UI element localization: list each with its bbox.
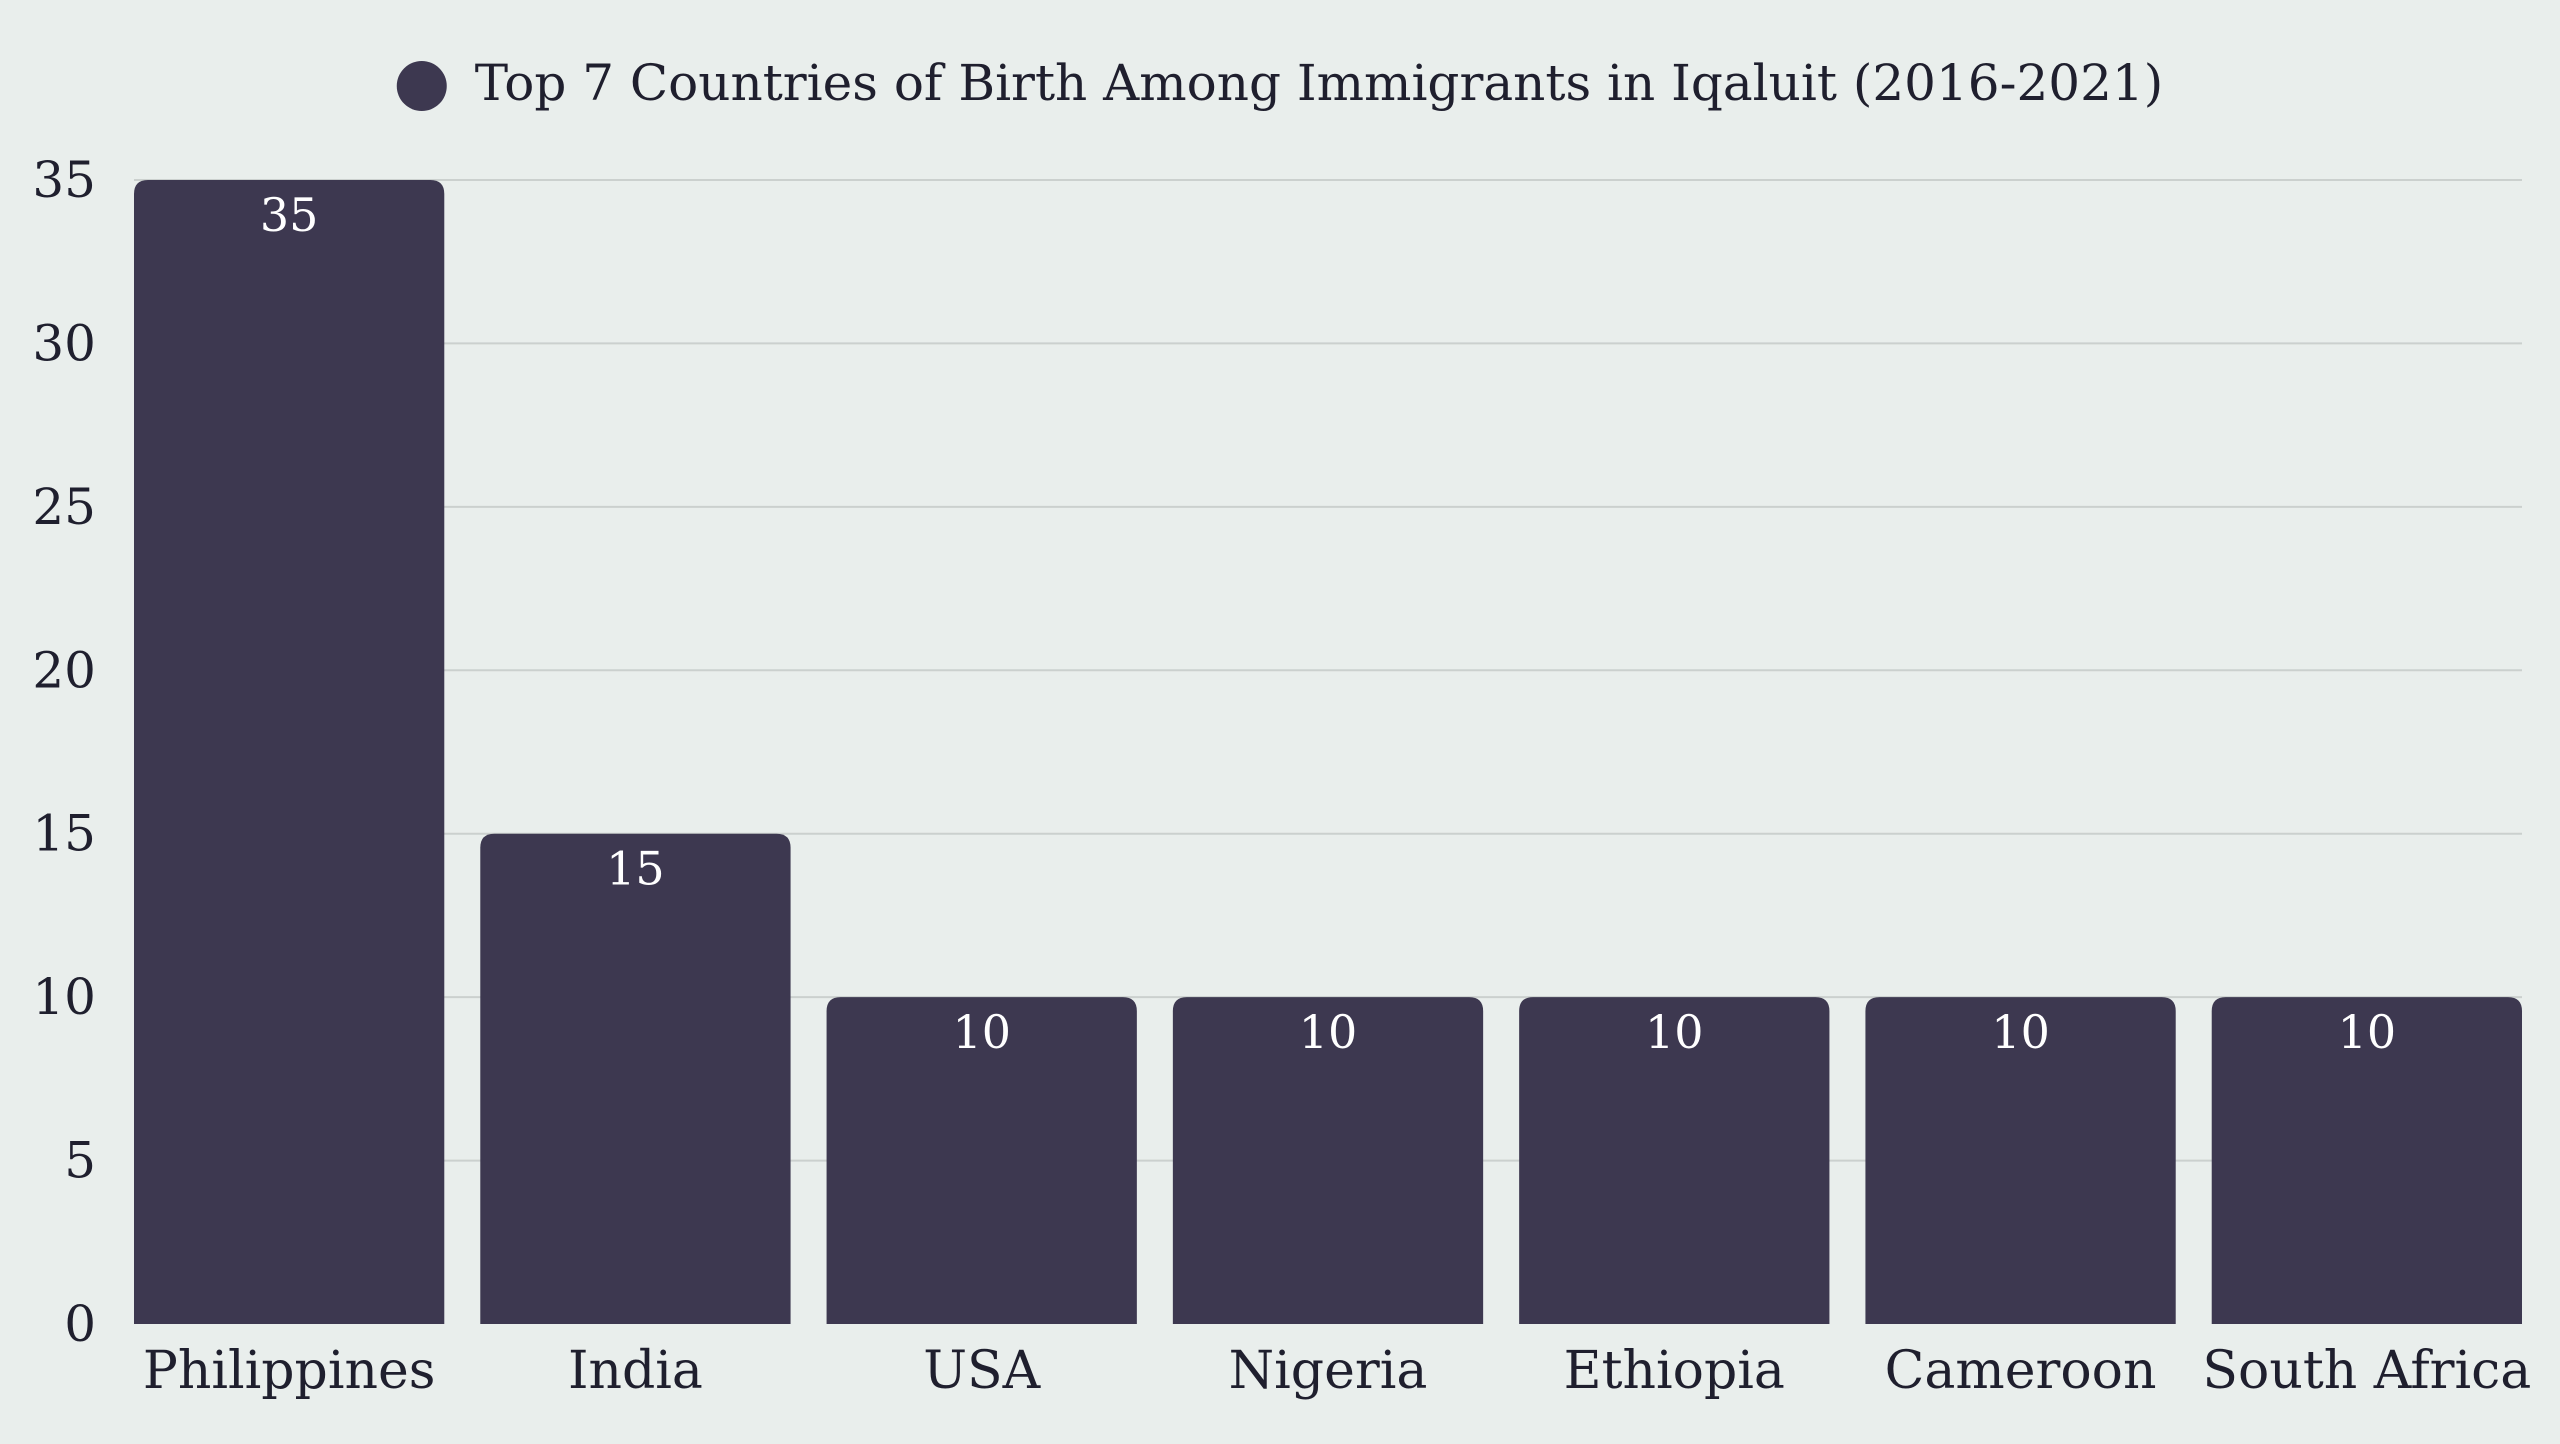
x-tick-label: Ethiopia xyxy=(1564,1341,1785,1401)
x-tick-label: India xyxy=(568,1341,703,1401)
y-tick-label: 25 xyxy=(32,478,96,536)
legend: Top 7 Countries of Birth Among Immigrant… xyxy=(396,54,2163,112)
y-tick-label: 30 xyxy=(32,314,96,372)
x-tick-label: South Africa xyxy=(2202,1341,2531,1401)
x-tick-label: USA xyxy=(923,1341,1041,1401)
y-tick-label: 35 xyxy=(32,151,96,209)
data-label: 15 xyxy=(606,842,665,896)
data-label: 10 xyxy=(1991,1005,2050,1059)
y-tick-label: 10 xyxy=(32,968,96,1026)
data-label: 10 xyxy=(1645,1005,1704,1059)
bars xyxy=(134,180,2522,1324)
data-label: 10 xyxy=(952,1005,1011,1059)
legend-swatch-icon xyxy=(396,61,447,111)
bar-philippines xyxy=(134,180,445,1324)
legend-label: Top 7 Countries of Birth Among Immigrant… xyxy=(475,54,2163,112)
x-tick-label: Philippines xyxy=(143,1341,436,1401)
x-tick-label: Nigeria xyxy=(1229,1341,1428,1401)
y-axis: 0 5 10 15 20 25 30 35 xyxy=(32,151,96,1353)
data-label: 10 xyxy=(2338,1005,2397,1059)
bar-ethiopia xyxy=(1519,997,1830,1324)
data-label: 35 xyxy=(260,188,319,242)
x-tick-label: Cameroon xyxy=(1885,1341,2157,1401)
y-tick-label: 0 xyxy=(64,1295,96,1353)
data-labels: 35 15 10 10 10 10 10 xyxy=(260,188,2396,1059)
bar-india xyxy=(480,833,791,1324)
bar-usa xyxy=(826,997,1137,1324)
y-tick-label: 5 xyxy=(64,1132,96,1190)
x-axis: Philippines India USA Nigeria Ethiopia Camero… xyxy=(143,1341,2531,1401)
bar-cameroon xyxy=(1865,997,2176,1324)
data-label: 10 xyxy=(1299,1005,1358,1059)
y-tick-label: 20 xyxy=(32,641,96,699)
bar-nigeria xyxy=(1172,997,1484,1324)
y-tick-label: 15 xyxy=(32,805,96,863)
bar-south-africa xyxy=(2211,997,2522,1324)
